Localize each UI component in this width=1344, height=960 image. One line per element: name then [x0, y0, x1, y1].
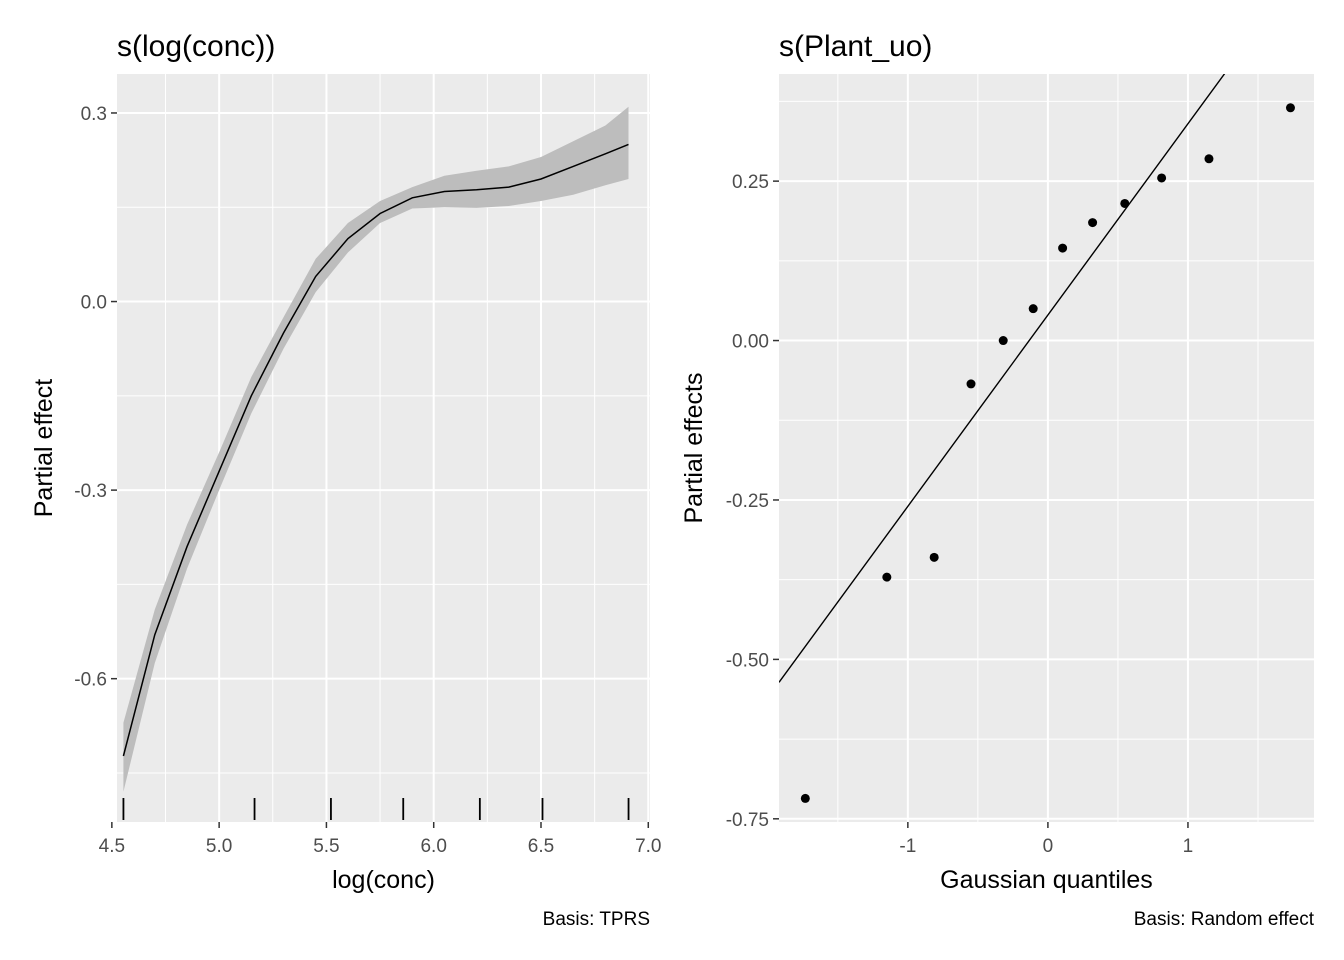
chart2-panel: -1 0 1 0.25 0.00 -0.25 -0.50 -0.75 s(Plant_uo) Ga…: [680, 30, 1315, 930]
data-point: [1088, 218, 1098, 228]
data-point: [1157, 173, 1167, 183]
chart2-x-tick-label: 1: [1183, 836, 1194, 857]
chart1-x-tick-label: 6.5: [528, 836, 554, 857]
data-point: [929, 552, 939, 562]
data-point: [1058, 243, 1068, 253]
chart1-x-tick-label: 4.5: [99, 836, 125, 857]
chart1-x-tick-label: 5.5: [313, 836, 339, 857]
chart1-caption: Basis: TPRS: [543, 909, 650, 930]
data-point: [1028, 304, 1038, 314]
reference-line: [779, 74, 1226, 683]
chart2-y-tick-label: 0.00: [732, 332, 769, 353]
chart2-plot-content: [779, 74, 1295, 803]
data-point: [998, 336, 1008, 346]
chart2-plot-background: [779, 74, 1314, 822]
chart1-x-tick-label: 6.0: [420, 836, 446, 857]
chart1-plot-content: [122, 106, 630, 820]
data-point: [882, 572, 892, 582]
chart1-plot-background: [117, 74, 650, 822]
chart1-x-tick-label: 7.0: [635, 836, 661, 857]
chart1-y-tick-label: 0.0: [81, 293, 107, 314]
data-point: [1204, 154, 1214, 164]
chart2-y-tick-label: 0.25: [732, 172, 769, 193]
chart2-caption: Basis: Random effect: [1134, 909, 1315, 930]
chart1-y-tick-label: 0.3: [81, 104, 107, 125]
chart2-y-tick-label: -0.50: [726, 650, 769, 671]
chart2-y-tick-label: -0.25: [726, 491, 769, 512]
data-point: [1285, 103, 1295, 113]
chart1-y-tick-label: -0.3: [74, 481, 107, 502]
data-point: [800, 793, 810, 803]
chart2-y-tick-label: -0.75: [726, 810, 769, 831]
chart1-title: s(log(conc)): [117, 30, 275, 63]
confidence-band: [123, 106, 629, 792]
chart1-panel: 4.5 5.0 5.5 6.0 6.5 7.0 0.3 0.0 -0.3 -0.6 s(log(co…: [30, 30, 661, 930]
chart2-x-axis-title: Gaussian quantiles: [940, 866, 1153, 894]
chart2-x-tick-label: -1: [899, 836, 916, 857]
chart2-x-tick-label: 0: [1043, 836, 1054, 857]
chart2-title: s(Plant_uo): [779, 30, 932, 63]
data-point: [1120, 198, 1130, 208]
chart1-x-axis-title: log(conc): [332, 866, 435, 894]
chart1-y-tick-label: -0.6: [74, 670, 107, 691]
smooth-line: [122, 143, 629, 757]
data-point: [966, 379, 976, 389]
chart1-x-tick-label: 5.0: [206, 836, 232, 857]
chart2-y-axis-title: Partial effects: [680, 372, 708, 523]
chart1-y-axis-title: Partial effect: [30, 379, 58, 518]
